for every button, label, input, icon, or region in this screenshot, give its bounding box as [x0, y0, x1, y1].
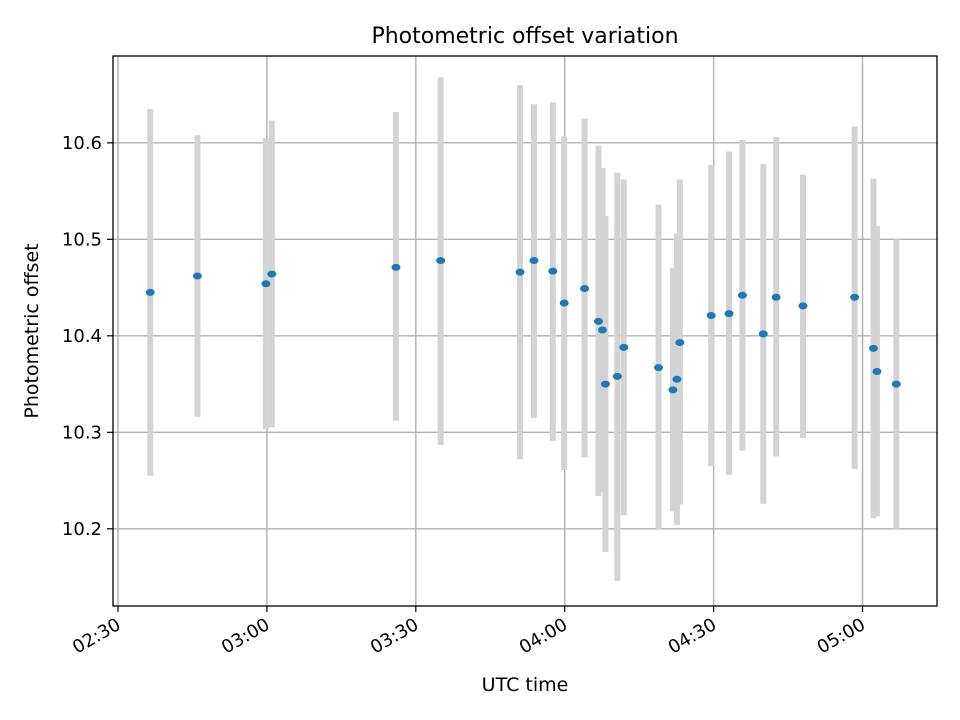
data-point [771, 293, 781, 301]
data-point [267, 270, 277, 278]
y-tick-label: 10.4 [62, 326, 102, 347]
data-point [798, 302, 808, 310]
y-tick-label: 10.3 [62, 422, 102, 443]
data-point [619, 343, 629, 351]
data-point [758, 330, 768, 338]
data-point [548, 267, 558, 275]
y-axis-ticks: 10.2 10.3 10.4 10.5 10.6 [62, 133, 113, 540]
data-point [891, 380, 901, 388]
chart-title: Photometric offset variation [371, 24, 678, 49]
data-points [145, 257, 901, 394]
data-point [672, 375, 682, 383]
data-point [261, 280, 271, 288]
data-point [145, 288, 155, 296]
data-point [436, 257, 446, 265]
data-point [559, 299, 569, 307]
y-tick-label: 10.5 [62, 229, 102, 250]
data-point [580, 285, 590, 293]
x-axis-label: UTC time [482, 674, 569, 696]
data-point [529, 257, 539, 265]
data-point [737, 291, 747, 299]
data-point [868, 344, 878, 352]
data-point [391, 263, 401, 271]
y-tick-label: 10.6 [62, 133, 102, 154]
data-point [593, 317, 603, 325]
y-tick-label: 10.2 [62, 519, 102, 540]
data-point [600, 380, 610, 388]
data-point [597, 326, 607, 334]
data-point [675, 339, 685, 347]
data-point [872, 368, 882, 376]
data-point [724, 310, 734, 318]
data-point [706, 312, 716, 320]
data-point [192, 272, 202, 280]
data-point [668, 386, 678, 394]
data-point [612, 372, 622, 380]
data-point [654, 364, 664, 372]
data-point [515, 268, 525, 276]
y-axis-label: Photometric offset [21, 243, 43, 418]
plot-frame [112, 55, 938, 607]
data-point [850, 293, 860, 301]
